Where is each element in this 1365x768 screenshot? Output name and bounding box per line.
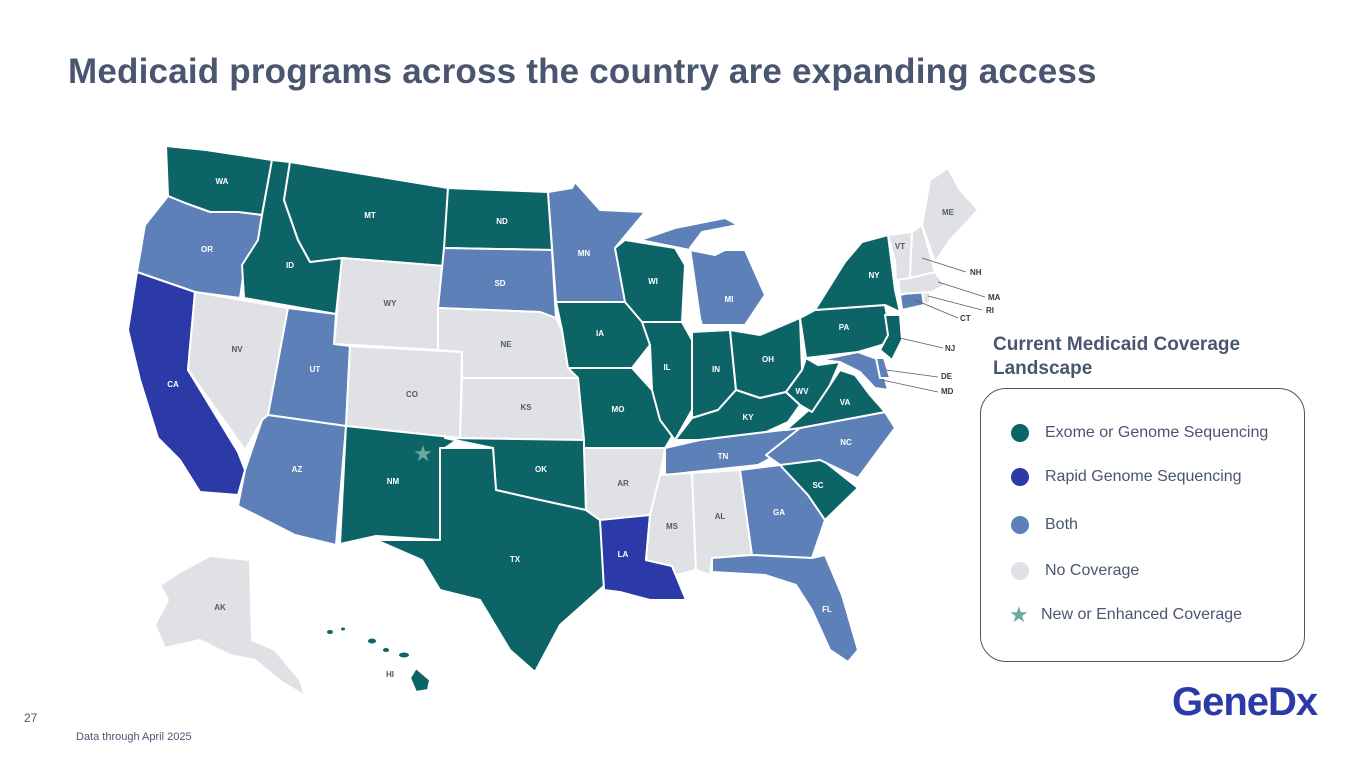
label-nc: NC [840, 438, 852, 447]
label-oh: OH [762, 355, 774, 364]
legend-swatch-exome-genome [1011, 424, 1029, 442]
state-nj[interactable] [879, 314, 903, 361]
legend-heading: Current Medicaid Coverage Landscape [993, 334, 1241, 379]
label-id: ID [286, 261, 294, 270]
state-mi[interactable] [639, 217, 766, 326]
legend-label: Both [1045, 516, 1078, 533]
legend-swatch-rapid-genome [1011, 468, 1029, 486]
state-de[interactable] [875, 357, 891, 379]
label-wy: WY [384, 299, 398, 308]
label-co: CO [406, 390, 418, 399]
legend-label: Exome or Genome Sequencing [1045, 424, 1269, 441]
label-nm: NM [387, 477, 400, 486]
label-la: LA [618, 550, 629, 559]
label-ny: NY [868, 271, 880, 280]
genedx-logo: GeneDx [1172, 680, 1318, 724]
state-tx[interactable] [375, 447, 606, 673]
label-ky: KY [742, 413, 754, 422]
label-ms: MS [666, 522, 679, 531]
label-ne: NE [500, 340, 512, 349]
new-coverage-star-icon: ★ [413, 441, 433, 466]
label-vt: VT [895, 242, 905, 251]
state-fl[interactable] [711, 554, 859, 663]
state-labels: WA OR CA ID NV MT WY UT AZ CO NM ND SD N… [167, 177, 1000, 679]
label-tx: TX [510, 555, 521, 564]
state-ny[interactable] [814, 234, 901, 313]
page-title: Medicaid programs across the country are… [68, 52, 1097, 91]
state-ak[interactable] [154, 555, 306, 697]
label-ia: IA [596, 329, 604, 338]
label-pa: PA [839, 323, 850, 332]
state-nh[interactable] [909, 224, 936, 279]
label-ut: UT [310, 365, 321, 374]
label-de: DE [941, 372, 953, 381]
label-wi: WI [648, 277, 658, 286]
state-vt[interactable] [887, 231, 913, 281]
label-mn: MN [578, 249, 591, 258]
label-md: MD [941, 387, 954, 396]
state-hi[interactable] [325, 625, 431, 693]
label-hi: HI [386, 670, 394, 679]
page-number: 27 [24, 711, 38, 725]
legend-label: Rapid Genome Sequencing [1045, 468, 1242, 485]
legend-swatch-no-coverage [1011, 562, 1029, 580]
legend-item-no-coverage: No Coverage [1011, 560, 1139, 582]
label-ca: CA [167, 380, 179, 389]
label-mo: MO [612, 405, 625, 414]
label-az: AZ [292, 465, 303, 474]
data-footnote: Data through April 2025 [76, 731, 192, 743]
legend-label: New or Enhanced Coverage [1041, 606, 1243, 623]
legend-item-new-coverage: ★ New or Enhanced Coverage [1009, 602, 1243, 627]
label-wa: WA [216, 177, 229, 186]
label-ok: OK [535, 465, 547, 474]
label-tn: TN [718, 452, 729, 461]
state-co[interactable] [345, 345, 463, 439]
label-ks: KS [520, 403, 532, 412]
label-ct: CT [960, 314, 971, 323]
label-ma: MA [988, 293, 1001, 302]
state-md[interactable] [819, 351, 889, 391]
legend: Exome or Genome Sequencing Rapid Genome … [980, 388, 1305, 662]
legend-item-exome-genome: Exome or Genome Sequencing [1011, 422, 1268, 444]
legend-label: No Coverage [1045, 562, 1140, 579]
label-in: IN [712, 365, 720, 374]
label-nd: ND [496, 217, 508, 226]
label-al: AL [715, 512, 726, 521]
label-sd: SD [494, 279, 505, 288]
label-ar: AR [617, 479, 629, 488]
label-ri: RI [986, 306, 994, 315]
star-icon: ★ [1009, 602, 1029, 627]
label-va: VA [840, 398, 851, 407]
callout-leaders [881, 257, 986, 393]
label-mt: MT [364, 211, 376, 220]
label-mi: MI [725, 295, 734, 304]
legend-swatch-both [1011, 516, 1029, 534]
label-nj: NJ [945, 344, 955, 353]
label-il: IL [663, 363, 670, 372]
legend-item-both: Both [1011, 514, 1078, 536]
label-me: ME [942, 208, 955, 217]
label-wv: WV [796, 387, 810, 396]
legend-item-rapid-genome: Rapid Genome Sequencing [1011, 466, 1242, 488]
label-nh: NH [970, 268, 982, 277]
label-ga: GA [773, 508, 785, 517]
label-nv: NV [231, 345, 243, 354]
label-ak: AK [214, 603, 226, 612]
label-fl: FL [822, 605, 832, 614]
state-me[interactable] [921, 167, 979, 263]
label-sc: SC [812, 481, 823, 490]
label-or: OR [201, 245, 213, 254]
